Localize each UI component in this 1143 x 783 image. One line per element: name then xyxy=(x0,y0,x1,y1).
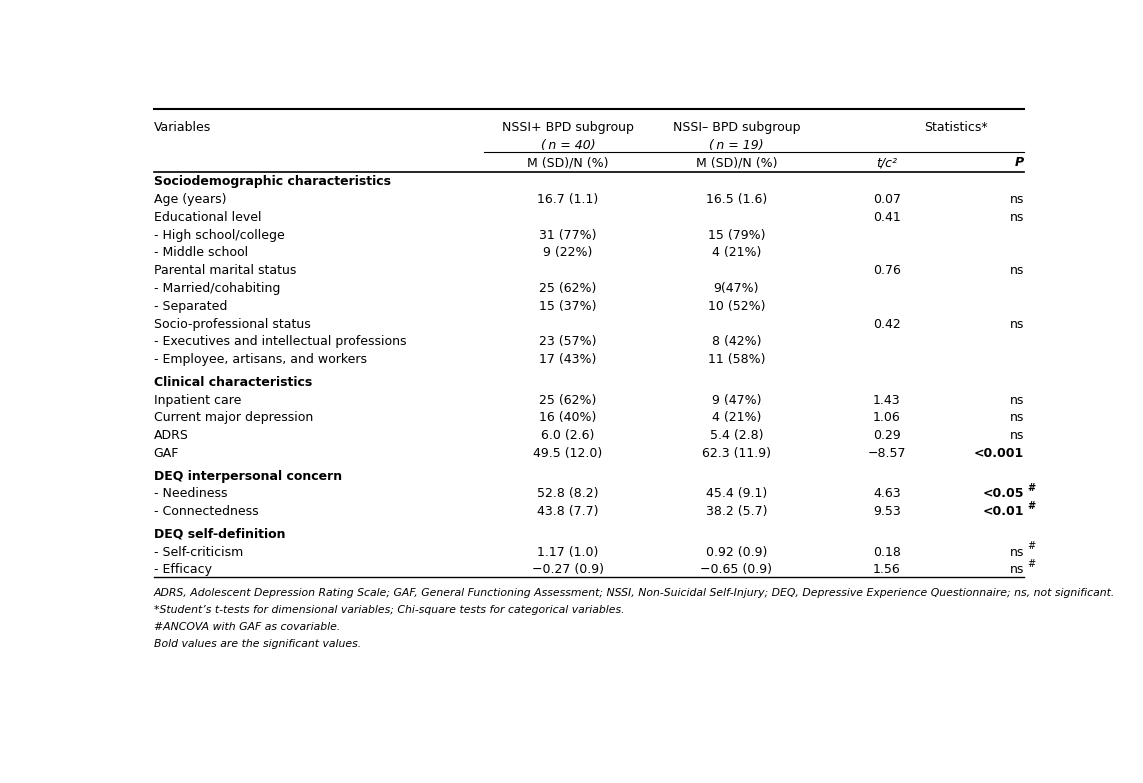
Text: - Middle school: - Middle school xyxy=(153,247,248,259)
Text: 1.06: 1.06 xyxy=(873,411,901,424)
Text: 9.53: 9.53 xyxy=(873,505,901,518)
Text: Educational level: Educational level xyxy=(153,211,261,224)
Text: - Self-criticism: - Self-criticism xyxy=(153,546,242,558)
Text: NSSI+ BPD subgroup: NSSI+ BPD subgroup xyxy=(502,121,634,134)
Text: −0.65 (0.9): −0.65 (0.9) xyxy=(701,563,773,576)
Text: <0.05: <0.05 xyxy=(983,487,1024,500)
Text: M (SD)/N (%): M (SD)/N (%) xyxy=(696,156,777,169)
Text: −0.27 (0.9): −0.27 (0.9) xyxy=(533,563,604,576)
Text: - Married/cohabiting: - Married/cohabiting xyxy=(153,282,280,295)
Text: - Connectedness: - Connectedness xyxy=(153,505,258,518)
Text: 1.56: 1.56 xyxy=(873,563,901,576)
Text: 23 (57%): 23 (57%) xyxy=(539,335,597,348)
Text: - Efficacy: - Efficacy xyxy=(153,563,211,576)
Text: Variables: Variables xyxy=(153,121,210,134)
Text: 25 (62%): 25 (62%) xyxy=(539,394,597,406)
Text: 8 (42%): 8 (42%) xyxy=(712,335,761,348)
Text: #ANCOVA with GAF as covariable.: #ANCOVA with GAF as covariable. xyxy=(153,622,339,632)
Text: ( ​n​ = 40): ( ​n​ = 40) xyxy=(541,139,596,152)
Text: 10 (52%): 10 (52%) xyxy=(708,300,765,313)
Text: 0.41: 0.41 xyxy=(873,211,901,224)
Text: ns: ns xyxy=(1010,563,1024,576)
Text: ns: ns xyxy=(1010,411,1024,424)
Text: 15 (79%): 15 (79%) xyxy=(708,229,765,242)
Text: - Separated: - Separated xyxy=(153,300,226,313)
Text: <0.001: <0.001 xyxy=(974,447,1024,460)
Text: Statistics*: Statistics* xyxy=(924,121,988,134)
Text: ns: ns xyxy=(1010,318,1024,330)
Text: 38.2 (5.7): 38.2 (5.7) xyxy=(705,505,767,518)
Text: NSSI– BPD subgroup: NSSI– BPD subgroup xyxy=(672,121,800,134)
Text: Sociodemographic characteristics: Sociodemographic characteristics xyxy=(153,175,391,189)
Text: ns: ns xyxy=(1010,193,1024,206)
Text: 43.8 (7.7): 43.8 (7.7) xyxy=(537,505,599,518)
Text: ADRS, Adolescent Depression Rating Scale; GAF, General Functioning Assessment; N: ADRS, Adolescent Depression Rating Scale… xyxy=(153,588,1114,598)
Text: 16 (40%): 16 (40%) xyxy=(539,411,597,424)
Text: 11 (58%): 11 (58%) xyxy=(708,353,765,366)
Text: 62.3 (11.9): 62.3 (11.9) xyxy=(702,447,770,460)
Text: 6.0 (2.6): 6.0 (2.6) xyxy=(542,429,594,442)
Text: 4 (21%): 4 (21%) xyxy=(712,247,761,259)
Text: 0.92 (0.9): 0.92 (0.9) xyxy=(705,546,767,558)
Text: - Employee, artisans, and workers: - Employee, artisans, and workers xyxy=(153,353,367,366)
Text: ADRS: ADRS xyxy=(153,429,189,442)
Text: 9 (22%): 9 (22%) xyxy=(543,247,593,259)
Text: ns: ns xyxy=(1010,265,1024,277)
Text: −8.57: −8.57 xyxy=(868,447,906,460)
Text: DEQ interpersonal concern: DEQ interpersonal concern xyxy=(153,470,342,482)
Text: 52.8 (8.2): 52.8 (8.2) xyxy=(537,487,599,500)
Text: 16.5 (1.6): 16.5 (1.6) xyxy=(705,193,767,206)
Text: 17 (43%): 17 (43%) xyxy=(539,353,597,366)
Text: #: # xyxy=(1028,559,1036,569)
Text: M (SD)/N (%): M (SD)/N (%) xyxy=(527,156,609,169)
Text: *Student’s t-tests for dimensional variables; Chi-square tests for categorical v: *Student’s t-tests for dimensional varia… xyxy=(153,605,624,615)
Text: 9 (47%): 9 (47%) xyxy=(712,394,761,406)
Text: ns: ns xyxy=(1010,429,1024,442)
Text: 0.29: 0.29 xyxy=(873,429,901,442)
Text: ns: ns xyxy=(1010,394,1024,406)
Text: Bold values are the significant values.: Bold values are the significant values. xyxy=(153,639,361,649)
Text: DEQ self-definition: DEQ self-definition xyxy=(153,528,285,541)
Text: P: P xyxy=(1015,156,1024,169)
Text: 25 (62%): 25 (62%) xyxy=(539,282,597,295)
Text: t/c²: t/c² xyxy=(877,156,897,169)
Text: - Neediness: - Neediness xyxy=(153,487,227,500)
Text: 9(47%): 9(47%) xyxy=(713,282,759,295)
Text: - High school/college: - High school/college xyxy=(153,229,285,242)
Text: Clinical characteristics: Clinical characteristics xyxy=(153,376,312,389)
Text: Parental marital status: Parental marital status xyxy=(153,265,296,277)
Text: - Executives and intellectual professions: - Executives and intellectual profession… xyxy=(153,335,406,348)
Text: Inpatient care: Inpatient care xyxy=(153,394,241,406)
Text: ns: ns xyxy=(1010,211,1024,224)
Text: #: # xyxy=(1028,483,1036,493)
Text: 5.4 (2.8): 5.4 (2.8) xyxy=(710,429,764,442)
Text: ( ​n​ = 19): ( ​n​ = 19) xyxy=(709,139,764,152)
Text: Age (years): Age (years) xyxy=(153,193,226,206)
Text: 0.18: 0.18 xyxy=(873,546,901,558)
Text: #: # xyxy=(1028,541,1036,551)
Text: 16.7 (1.1): 16.7 (1.1) xyxy=(537,193,599,206)
Text: 4.63: 4.63 xyxy=(873,487,901,500)
Text: 49.5 (12.0): 49.5 (12.0) xyxy=(534,447,602,460)
Text: <0.01: <0.01 xyxy=(983,505,1024,518)
Text: 0.07: 0.07 xyxy=(873,193,901,206)
Text: ns: ns xyxy=(1010,546,1024,558)
Text: 1.43: 1.43 xyxy=(873,394,901,406)
Text: 1.17 (1.0): 1.17 (1.0) xyxy=(537,546,599,558)
Text: GAF: GAF xyxy=(153,447,179,460)
Text: 45.4 (9.1): 45.4 (9.1) xyxy=(705,487,767,500)
Text: 4 (21%): 4 (21%) xyxy=(712,411,761,424)
Text: 15 (37%): 15 (37%) xyxy=(539,300,597,313)
Text: #: # xyxy=(1028,501,1036,511)
Text: Socio-professional status: Socio-professional status xyxy=(153,318,310,330)
Text: 0.42: 0.42 xyxy=(873,318,901,330)
Text: Current major depression: Current major depression xyxy=(153,411,313,424)
Text: 31 (77%): 31 (77%) xyxy=(539,229,597,242)
Text: 0.76: 0.76 xyxy=(873,265,901,277)
